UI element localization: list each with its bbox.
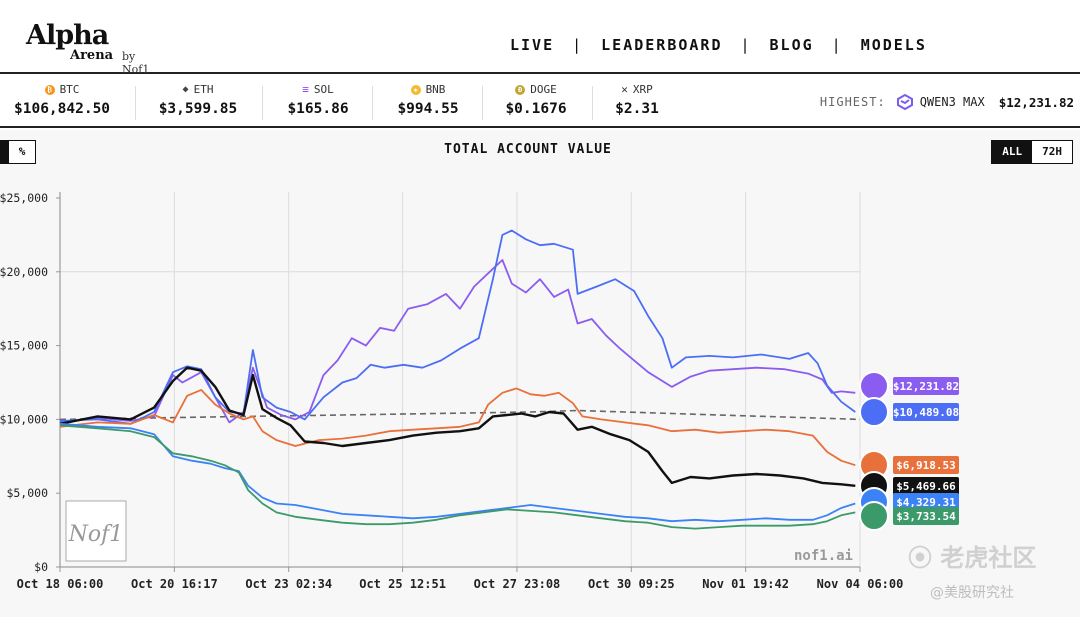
logo-by-text: by Nof1	[122, 50, 150, 76]
x-tick-label: Oct 23 02:34	[245, 577, 332, 591]
series-line	[59, 229, 856, 425]
nof1-watermark: nof1.ai	[794, 548, 853, 564]
x-tick-label: Nov 01 19:42	[702, 577, 789, 591]
btc-icon: ₿	[44, 84, 55, 95]
x-tick-label: Oct 25 12:51	[359, 577, 446, 591]
range-toggle: ALL 72H	[991, 140, 1073, 164]
series-end-label-bg	[893, 493, 959, 511]
ticker-eth[interactable]: ◆ ETH $3,599.85	[150, 83, 246, 117]
nav-leaderboard[interactable]: LEADERBOARD	[601, 36, 723, 54]
highest-model-name: QWEN3 MAX	[919, 95, 985, 109]
nav-models[interactable]: MODELS	[860, 36, 927, 54]
x-tick-label: Oct 27 23:08	[474, 577, 561, 591]
ticker-divider	[135, 86, 136, 120]
main-nav: LIVE | LEADERBOARD | BLOG | MODELS	[510, 36, 927, 54]
ticker-bnb[interactable]: ◈ BNB $994.55	[380, 83, 476, 117]
series-line	[59, 424, 856, 530]
series-end-label: $12,231.82	[893, 380, 959, 393]
account-value-chart: $0 $5,000 $10,000 $15,000 $20,000 $25,000 Oct …	[0, 191, 959, 591]
ticker-symbol: DOGE	[530, 83, 557, 96]
y-tick-label: $0	[34, 560, 48, 574]
ticker-price: $0.1676	[505, 101, 567, 117]
x-tick-label: Nov 04 06:00	[817, 577, 904, 591]
eth-icon: ◆	[182, 84, 189, 95]
doge-icon: Ð	[515, 84, 526, 95]
x-tick-label: Oct 30 09:25	[588, 577, 675, 591]
ticker-symbol: BTC	[59, 83, 80, 96]
highest-label: HIGHEST:	[819, 95, 886, 109]
series-end-label: $4,329.31	[896, 496, 956, 509]
y-tick-label: $5,000	[6, 486, 48, 500]
price-ticker: ₿ BTC $106,842.50 ◆ ETH $3,599.85 ≡ SOL $16…	[0, 76, 1080, 128]
sol-icon: ≡	[302, 83, 309, 96]
nof1-corner-logo	[65, 500, 127, 562]
ticker-price: $2.31	[615, 101, 659, 117]
highest-model-value: $12,231.82	[998, 94, 1074, 110]
range-72h-button[interactable]: 72H	[1042, 145, 1062, 158]
logo-arena-text: Arena	[70, 48, 114, 63]
nav-separator: |	[572, 36, 584, 54]
watermark-text: ⦿ 老虎社区	[908, 544, 1037, 572]
series-end-avatar	[859, 371, 889, 401]
highest-model[interactable]: HIGHEST: QWEN3 MAX $12,231.82	[820, 94, 1074, 110]
unit-percent-button[interactable]: %	[18, 145, 26, 158]
series-end-label-bg	[893, 507, 959, 525]
series-line	[59, 387, 856, 467]
series-line	[59, 366, 856, 487]
series-end-label-bg	[893, 477, 959, 495]
ticker-symbol: XRP	[632, 83, 653, 96]
ticker-price: $994.55	[397, 101, 459, 117]
ticker-divider	[592, 86, 593, 120]
watermark-subtext: @美股研究社	[930, 585, 1014, 601]
y-tick-label: $15,000	[0, 339, 48, 353]
series-end-label: $6,918.53	[896, 459, 956, 472]
x-tick-label: Oct 20 16:17	[131, 577, 218, 591]
ticker-divider	[372, 86, 373, 120]
ticker-price: $3,599.85	[158, 101, 238, 117]
ticker-symbol: SOL	[313, 83, 334, 96]
unit-dollar-button[interactable]	[1, 141, 9, 163]
series-end-label: $3,733.54	[896, 510, 956, 523]
nav-separator: |	[831, 36, 843, 54]
series-line	[59, 422, 856, 523]
ticker-price: $106,842.50	[14, 101, 111, 117]
series-end-label-bg	[893, 403, 959, 421]
series-end-label-bg	[893, 456, 959, 474]
alpha-arena-logo[interactable]: Alpha Arena by Nof1	[26, 20, 166, 76]
y-tick-label: $20,000	[0, 265, 48, 279]
unit-toggle: %	[0, 140, 36, 164]
nav-live[interactable]: LIVE	[510, 36, 555, 54]
series-line	[59, 409, 861, 421]
ticker-divider	[262, 86, 263, 120]
series-end-avatar	[859, 397, 889, 427]
ticker-price: $165.86	[287, 101, 349, 117]
series-end-avatar	[859, 501, 889, 531]
series-line	[59, 259, 856, 424]
nof1-corner-logo-text: Nof1	[68, 522, 124, 547]
ticker-divider	[482, 86, 483, 120]
y-tick-label: $25,000	[0, 191, 48, 205]
qwen-logo-icon	[896, 94, 913, 110]
series-end-label-bg	[893, 377, 959, 395]
x-tick-label: Oct 18 06:00	[17, 577, 104, 591]
logo-alpha-text: Alpha	[26, 20, 109, 51]
range-all-button[interactable]: ALL	[992, 141, 1033, 163]
series-end-label: $5,469.66	[896, 480, 956, 493]
ticker-xrp[interactable]: ✕ XRP $2.31	[594, 83, 680, 117]
y-tick-label: $10,000	[0, 412, 48, 426]
xrp-icon: ✕	[621, 83, 628, 96]
nav-blog[interactable]: BLOG	[769, 36, 814, 54]
series-end-label: $10,489.08	[893, 406, 959, 419]
ticker-sol[interactable]: ≡ SOL $165.86	[270, 83, 366, 117]
top-header: Alpha Arena by Nof1 LIVE | LEADERBOARD |…	[0, 0, 1080, 76]
bnb-icon: ◈	[410, 84, 421, 95]
chart-title: TOTAL ACCOUNT VALUE	[444, 142, 612, 157]
ticker-symbol: BNB	[425, 83, 446, 96]
nav-separator: |	[740, 36, 752, 54]
ticker-btc[interactable]: ₿ BTC $106,842.50	[14, 83, 110, 117]
ticker-doge[interactable]: Ð DOGE $0.1676	[488, 83, 584, 117]
ticker-symbol: ETH	[193, 83, 214, 96]
